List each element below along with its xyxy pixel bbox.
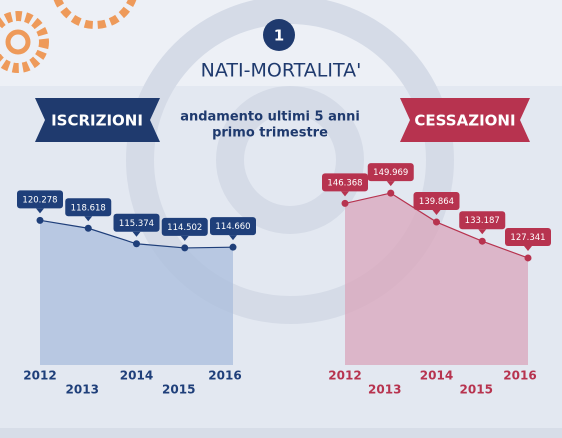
label-box: [413, 192, 460, 211]
x-tick-label: 2015: [460, 383, 493, 397]
value-label: 114.502: [167, 223, 202, 233]
x-tick-label: 2014: [420, 369, 453, 383]
badge: [263, 19, 295, 51]
label-box: [17, 190, 63, 209]
point: [478, 237, 486, 245]
value-label: 127.341: [510, 233, 545, 243]
area-fill: [40, 220, 233, 365]
label-box: [367, 163, 414, 182]
label-pointer: [524, 245, 532, 251]
label-pointer: [432, 210, 441, 216]
value-label: 120.278: [22, 195, 57, 205]
area-fill: [345, 193, 528, 365]
label-pointer: [478, 229, 487, 235]
chart-title: CESSAZIONI: [414, 112, 515, 130]
label-box: [505, 227, 551, 246]
x-tick-label: 2012: [23, 369, 56, 383]
ribbon: [35, 98, 160, 142]
x-tick-label: 2013: [66, 383, 99, 397]
orange-gear: [0, 0, 137, 73]
point: [181, 244, 189, 252]
point: [433, 218, 440, 226]
value-label: 139.864: [419, 197, 454, 207]
label-pointer: [386, 181, 395, 187]
label-box: [210, 217, 256, 236]
x-tick-label: 2012: [328, 369, 361, 383]
label-box: [65, 198, 112, 217]
label-pointer: [84, 216, 93, 222]
point: [84, 224, 92, 232]
point: [524, 254, 532, 262]
label-pointer: [229, 235, 237, 241]
x-tick-label: 2013: [368, 383, 401, 397]
badge-number: 1: [274, 27, 284, 45]
label-pointer: [132, 231, 141, 237]
value-label: 118.618: [71, 203, 106, 213]
label-box: [161, 217, 208, 236]
value-label: 114.660: [215, 222, 250, 232]
x-tick-label: 2015: [162, 383, 195, 397]
label-box: [113, 213, 160, 232]
ribbon: [400, 98, 530, 142]
x-tick-label: 2014: [120, 369, 153, 383]
point: [229, 243, 237, 251]
point: [133, 240, 140, 248]
label-pointer: [36, 208, 44, 214]
gear-decoration: [126, 0, 454, 324]
subtitle: primo trimestre: [212, 126, 328, 141]
value-label: 115.374: [119, 219, 154, 229]
label-box: [459, 211, 506, 230]
label-box: [322, 173, 368, 192]
x-tick-label: 2016: [503, 369, 536, 383]
value-label: 133.187: [465, 216, 500, 226]
value-label: 146.368: [327, 178, 362, 188]
label-pointer: [341, 191, 349, 197]
subtitle: andamento ultimi 5 anni: [180, 110, 360, 125]
value-label: 149.969: [373, 168, 408, 178]
label-pointer: [180, 235, 189, 241]
chart-title: ISCRIZIONI: [51, 112, 143, 130]
page-title: NATI-MORTALITA': [201, 60, 362, 82]
point: [341, 199, 349, 207]
point: [387, 189, 395, 197]
footer-band: [0, 428, 562, 438]
x-tick-label: 2016: [208, 369, 241, 383]
point: [36, 216, 44, 224]
